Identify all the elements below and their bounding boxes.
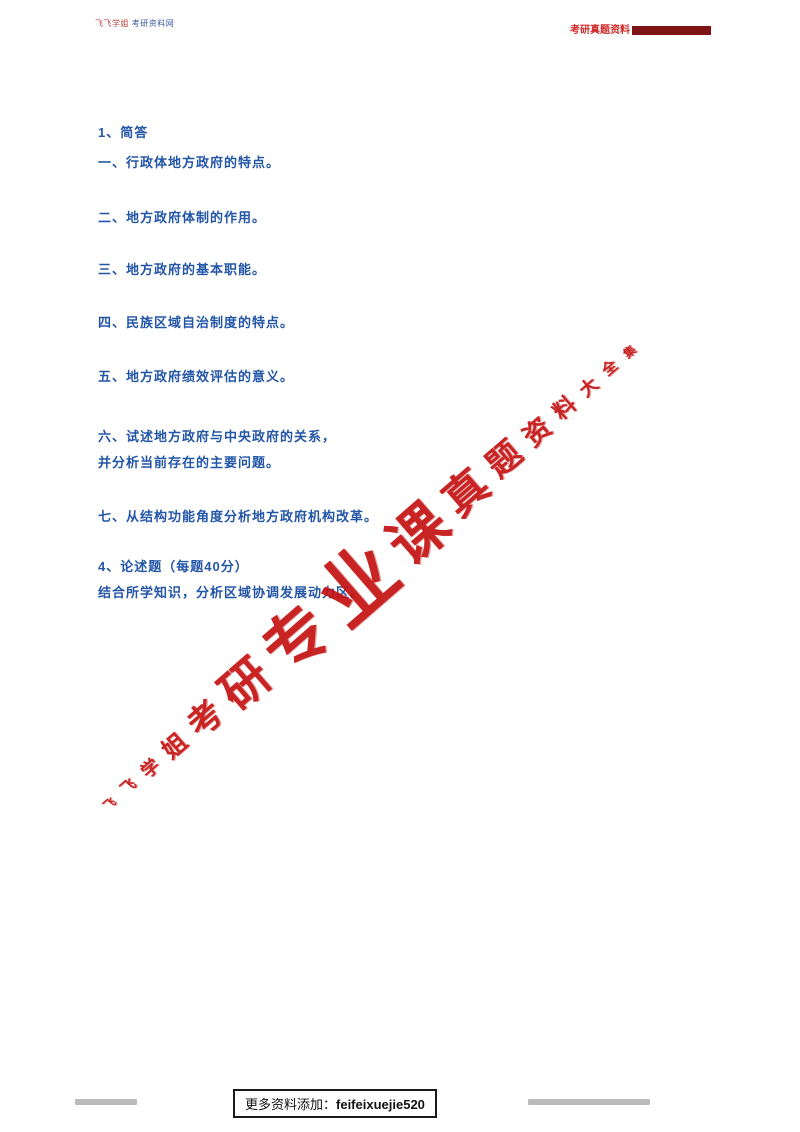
watermark-char: 资 [516, 411, 557, 453]
watermark-char: 学 [136, 755, 164, 783]
watermark-char: 料 [547, 391, 581, 425]
footer-contact-box: 更多资料添加：feifeixuejie520 [233, 1089, 437, 1118]
section-heading: 1、简答 [98, 125, 149, 140]
section-heading: 4、论述题（每题40分） [98, 559, 249, 574]
watermark-char: 题 [479, 434, 530, 485]
diagonal-watermark: 飞 飞 学 姐 考 研 专 业 课 真 题 资 料 大 全 集 [80, 319, 659, 836]
footer-redaction-left [75, 1099, 137, 1105]
watermark-char: 姐 [157, 729, 193, 765]
footer-contact-label: 更多资料添加： [245, 1097, 337, 1112]
header-right-label: 考研真题资料 [570, 25, 630, 36]
question-line: 一、行政体地方政府的特点。 [98, 155, 281, 170]
watermark-char: 大 [575, 373, 603, 401]
question-line: 结合所学知识，分析区域协调发展动力区。 [98, 585, 365, 600]
watermark-char: 飞 [100, 794, 119, 814]
question-line: 六、试述地方政府与中央政府的关系， [98, 429, 337, 444]
watermark-char: 研 [210, 649, 282, 721]
footer-contact-account: feifeixuejie520 [336, 1097, 425, 1112]
question-line-continuation: 并分析当前存在的主要问题。 [98, 455, 281, 470]
watermark-char: 飞 [117, 775, 140, 798]
watermark-char: 考 [180, 694, 231, 745]
question-line: 七、从结构功能角度分析地方政府机构改革。 [98, 509, 379, 524]
watermark-char: 真 [433, 460, 499, 527]
header-brand-blue: 考研资料网 [131, 19, 175, 28]
watermark-char: 全 [599, 357, 621, 380]
header-accent-bar [632, 26, 711, 35]
question-line: 二、地方政府体制的作用。 [98, 210, 267, 225]
header-brand-red: 飞飞学姐 [95, 19, 129, 28]
question-line: 四、民族区域自治制度的特点。 [98, 315, 295, 330]
watermark-char: 集 [620, 342, 639, 362]
header-brand: 飞飞学姐 考研资料网 [95, 18, 174, 29]
question-line: 五、地方政府绩效评估的意义。 [98, 369, 295, 384]
footer-redaction-right [528, 1099, 650, 1105]
question-line: 三、地方政府的基本职能。 [98, 262, 267, 277]
